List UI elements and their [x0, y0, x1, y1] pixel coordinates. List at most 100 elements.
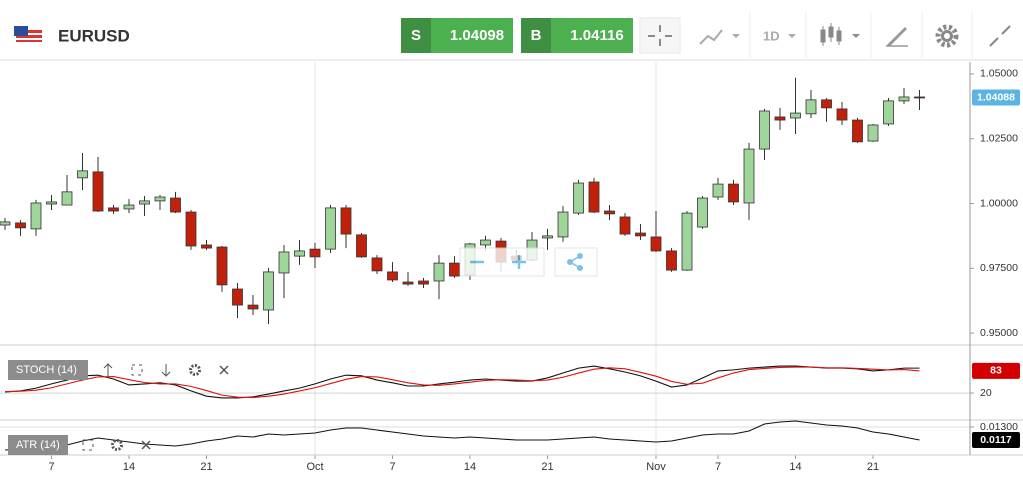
indicator-move-button[interactable] [103, 363, 113, 376]
x-tick-label: 14 [789, 461, 801, 473]
candle-body [15, 222, 26, 229]
x-tick-label: 7 [48, 461, 54, 473]
timeframe-button[interactable]: 1D [763, 28, 796, 43]
indicator-expand-button[interactable] [131, 364, 143, 376]
candle-body [433, 262, 445, 282]
collapse-button[interactable] [989, 25, 1011, 47]
candle-body [573, 182, 584, 214]
y-tick-label: 0.01300 [980, 421, 1018, 433]
candle-body [635, 232, 646, 237]
candle-body [774, 116, 786, 121]
candle-body [728, 183, 739, 203]
y-tick-label: 0.95000 [980, 327, 1018, 339]
candle-body [232, 288, 243, 306]
timeframe: 1D [763, 28, 780, 43]
candle-body [418, 280, 429, 285]
x-tick-label: 7 [715, 461, 721, 473]
indicator-settings-button[interactable] [111, 439, 123, 451]
candle-body [743, 148, 755, 204]
candle-body [821, 99, 832, 109]
candle-body [650, 236, 662, 252]
y-tick-label: 20 [980, 387, 992, 399]
candle-body [154, 196, 166, 202]
candle-body [0, 221, 11, 226]
indicator-label-box [8, 360, 88, 380]
candle-body [371, 257, 383, 272]
indicator-expand-button[interactable] [82, 439, 94, 451]
crosshair-button[interactable] [639, 17, 681, 54]
last-value-box [972, 432, 1020, 448]
candle-body [92, 171, 104, 212]
sell-label: S [411, 27, 421, 44]
candle-body [883, 100, 894, 125]
candle-body [263, 271, 274, 311]
candle-body [836, 108, 848, 121]
candle-body [185, 211, 197, 247]
indicator-line [4, 366, 920, 399]
draw-button[interactable] [886, 26, 908, 48]
indicator-label: STOCH (14) [16, 364, 77, 376]
x-tick-label: Nov [646, 461, 666, 473]
candle-body [46, 201, 57, 205]
candle-body [681, 212, 693, 271]
candle-body [294, 250, 305, 257]
indicator-move-button[interactable] [161, 364, 171, 377]
candle-body [588, 181, 600, 213]
sell-button[interactable]: S 1.04098 [401, 18, 513, 53]
candle-body [139, 200, 150, 205]
candle-body [30, 202, 42, 230]
candle-body [309, 248, 321, 258]
series-group [4, 420, 920, 451]
candle-body [805, 99, 817, 115]
candle-body [61, 191, 73, 206]
candle-body [480, 239, 491, 246]
indicator-remove-button[interactable] [141, 440, 151, 450]
candle-body [170, 197, 181, 213]
x-tick-label: Oct [306, 461, 323, 473]
y-tick-label: 1.05000 [980, 68, 1018, 80]
candle-body [914, 96, 925, 99]
candle-body [356, 234, 367, 258]
candle-body [542, 235, 553, 239]
symbol: EURUSD [58, 26, 130, 45]
x-tick-label: 14 [464, 461, 476, 473]
indicator-button[interactable] [820, 23, 860, 46]
indicator-settings-button[interactable] [189, 364, 201, 376]
candle-body [697, 197, 708, 228]
x-tick-label: 14 [123, 461, 135, 473]
candle-body [77, 170, 88, 179]
candle-body [898, 96, 910, 102]
float-controls[interactable] [459, 247, 598, 277]
candle-body [867, 124, 879, 142]
x-tick-label: 21 [541, 461, 553, 473]
x-tick-label: 21 [867, 461, 879, 473]
sell-price: 1.04098 [450, 27, 504, 44]
candle-body [619, 216, 631, 235]
candle-body [201, 244, 212, 249]
candle-body [108, 207, 119, 212]
candle-body [712, 183, 724, 198]
chart-type-button[interactable] [699, 29, 740, 45]
candle-body [790, 112, 801, 119]
candle-body [387, 271, 398, 281]
y-tick-label: 0.97500 [980, 262, 1018, 274]
settings-button[interactable] [935, 24, 959, 48]
candle-body [557, 211, 569, 238]
buy-button[interactable]: B 1.04116 [521, 18, 633, 53]
candle-body [340, 207, 352, 235]
y-tick-label: 1.00000 [980, 197, 1018, 209]
indicator-remove-button[interactable] [219, 365, 229, 375]
candle-body [402, 281, 414, 285]
x-tick-label: 21 [200, 461, 212, 473]
candle-body [325, 207, 336, 250]
last-value: 83 [990, 365, 1002, 377]
indicator-line [4, 365, 920, 399]
series-group [0, 77, 925, 325]
x-tick-label: 7 [389, 461, 395, 473]
candle-body [123, 204, 135, 210]
candle-body [449, 262, 460, 277]
indicator-line [4, 420, 920, 451]
y-tick-label: 1.02500 [980, 132, 1018, 144]
